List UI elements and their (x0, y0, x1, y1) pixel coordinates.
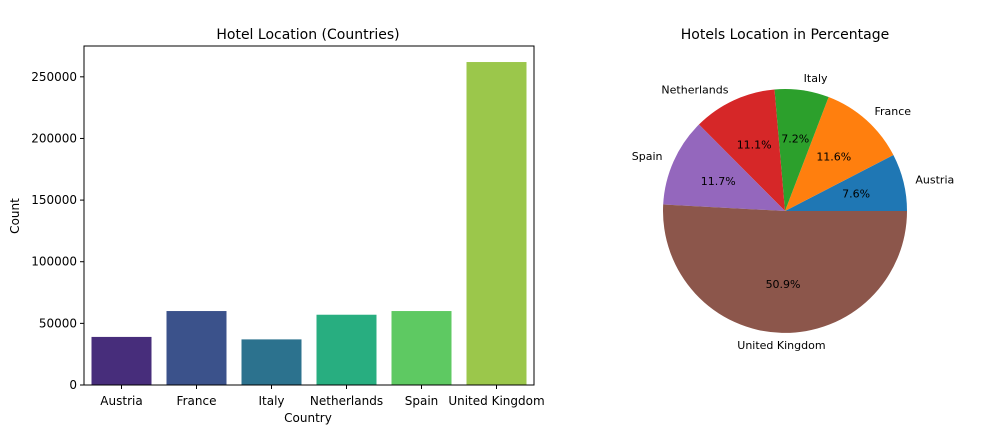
pie-pct-label: 11.1% (737, 139, 772, 152)
y-tick-label: 50000 (39, 316, 77, 330)
pie-pct-label: 7.2% (781, 133, 809, 146)
y-tick-label: 250000 (31, 70, 77, 84)
bar-y-ticks: 0 50000 100000 150000 200000 250000 (31, 70, 84, 392)
x-tick-label: Austria (100, 394, 142, 408)
bar-chart-title: Hotel Location (Countries) (216, 27, 399, 43)
slice-netherlands (698, 89, 785, 211)
slice-italy (774, 88, 829, 211)
y-tick-label: 0 (69, 378, 77, 392)
slice-austria (785, 154, 907, 211)
x-tick-label: France (177, 394, 217, 408)
y-tick-label: 150000 (31, 193, 77, 207)
bar-united-kingdom (466, 62, 527, 385)
bar-italy (241, 339, 302, 385)
pie-category-label: Austria (915, 173, 954, 186)
pie-pct-label: 50.9% (766, 278, 801, 291)
bar-france (166, 311, 227, 385)
slice-united-kingdom (663, 204, 907, 333)
pie-slices (663, 88, 907, 333)
pie-category-label: France (874, 105, 911, 118)
x-tick-label: United Kingdom (448, 394, 544, 408)
bar-plot-frame (83, 45, 535, 386)
pie-category-label: Netherlands (661, 83, 728, 96)
bar-marks (91, 62, 527, 385)
bar-netherlands (316, 314, 377, 385)
slice-spain (663, 124, 785, 211)
x-tick-label: Netherlands (310, 394, 383, 408)
pie-pct-label: 11.6% (816, 150, 851, 163)
y-tick-label: 200000 (31, 131, 77, 145)
pie-chart: Hotels Location in Percentage 7.6% Austri… (632, 27, 955, 352)
pie-pct-label: 7.6% (842, 188, 870, 201)
pie-labels: 7.6% Austria 11.6% France 7.2% Italy 11.1% Neth… (632, 72, 955, 352)
pie-category-label: United Kingdom (737, 339, 825, 352)
pie-pct-label: 11.7% (701, 175, 736, 188)
bar-x-axis-label: Country (284, 411, 332, 425)
pie-category-label: Spain (632, 150, 663, 163)
bar-y-axis-label: Count (8, 198, 22, 234)
x-tick-label: Italy (258, 394, 284, 408)
slice-france (785, 97, 894, 211)
bar-austria (91, 336, 152, 385)
bar-x-ticks: Austria France Italy Netherlands Spain United… (100, 385, 545, 408)
pie-chart-title: Hotels Location in Percentage (681, 27, 889, 43)
pie-category-label: Italy (804, 72, 828, 85)
bar-chart: Hotel Location (Countries) 0 50000 100000 1… (8, 27, 545, 425)
bar-spain (391, 311, 452, 385)
x-tick-label: Spain (405, 394, 439, 408)
y-tick-label: 100000 (31, 255, 77, 269)
